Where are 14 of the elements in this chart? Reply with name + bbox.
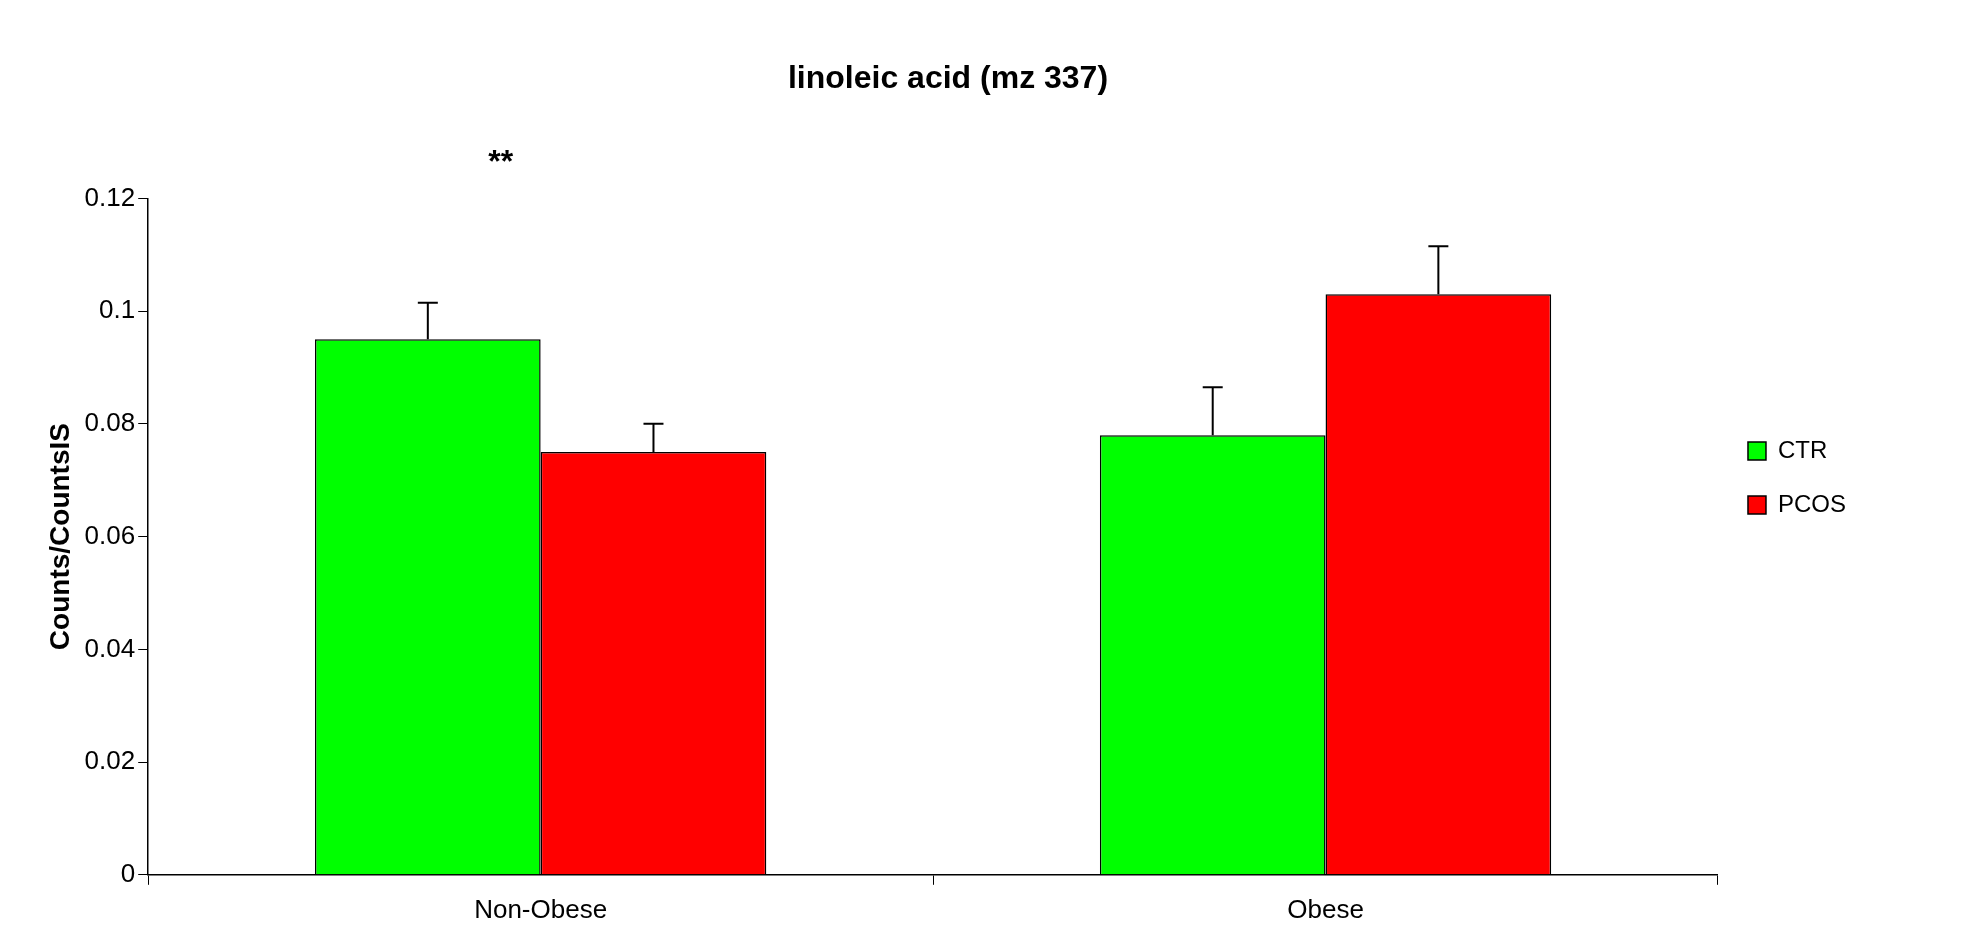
text: ** bbox=[488, 143, 514, 180]
legend-label: CTR bbox=[1777, 435, 1828, 463]
y-tick-label: 0 bbox=[120, 857, 136, 888]
y-tick-label: 0.12 bbox=[84, 181, 136, 212]
x-tick-label: Obese bbox=[1287, 893, 1364, 924]
y-tick-label: 0.1 bbox=[99, 294, 136, 325]
x-tick-label: Non-Obese bbox=[474, 893, 608, 924]
legend-label: PCOS bbox=[1777, 489, 1846, 517]
chart-title: linoleic acid (mz 337) bbox=[787, 59, 1109, 96]
y-tick-label: 0.02 bbox=[84, 745, 136, 776]
y-tick-label: 0.04 bbox=[84, 632, 136, 663]
y-tick-label: 0.06 bbox=[84, 519, 136, 550]
y-axis-title: Counts/CountsIS bbox=[43, 423, 75, 651]
y-tick-label: 0.08 bbox=[84, 407, 136, 438]
